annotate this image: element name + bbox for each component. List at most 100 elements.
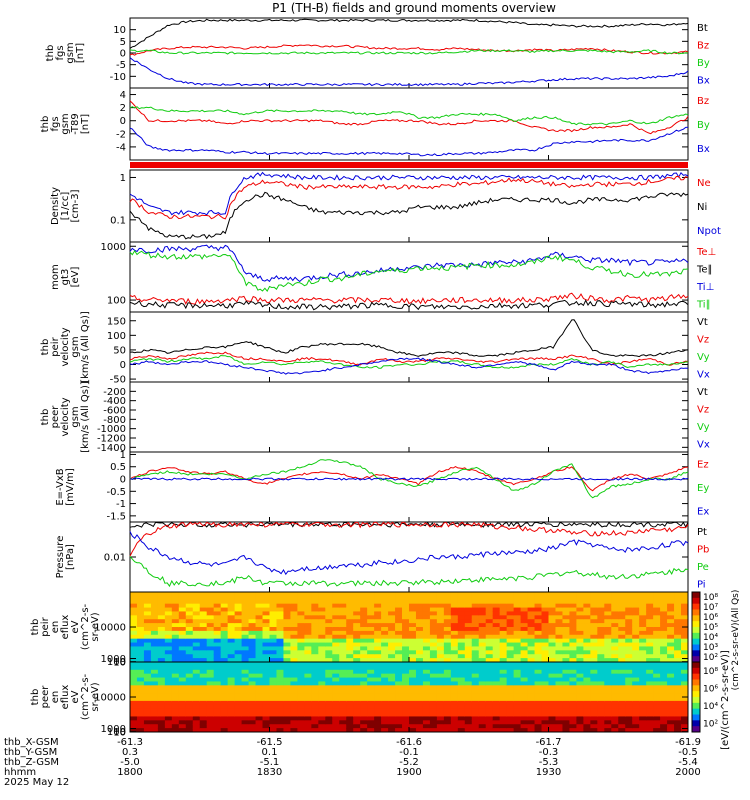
spectrogram-cell [674,603,682,609]
spectrogram-cell [199,607,208,613]
spectrogram-cell [395,716,403,721]
spectrogram-cell [227,654,236,659]
spectrogram-cell [374,658,382,662]
spectrogram-cell [681,693,688,698]
spectrogram-cell [318,704,326,710]
spectrogram-cell [639,627,647,632]
spectrogram-cell [618,677,626,683]
spectrogram-cell [443,673,452,679]
spectrogram-cell [199,630,208,636]
spectrogram-cell [604,700,612,706]
spectrogram-cell [206,685,215,690]
spectrogram-cell [178,689,187,694]
spectrogram-cell [450,665,459,671]
spectrogram-cell [548,704,557,710]
spectrogram-cell [325,658,333,662]
legend-Pe: Pe [697,562,709,573]
spectrogram-cell [436,627,445,632]
spectrogram-cell [632,607,640,613]
spectrogram-cell [374,669,382,675]
spectrogram-cell [569,595,577,601]
spectrogram-cell [157,650,166,655]
spectrogram-cell [450,627,459,632]
spectrogram-cell [297,611,305,616]
spectrogram-cell [290,708,298,714]
spectrogram-cell [346,720,354,725]
spectrogram-cell [318,716,326,721]
spectrogram-cell [227,685,236,690]
spectrogram-cell [632,654,640,659]
y-tick-label: -400 [103,396,126,407]
legend-Bz: Bz [697,96,709,107]
spectrogram-cell [422,592,431,597]
spectrogram-cell [395,720,403,725]
spectrogram-cell [597,595,605,601]
spectrogram-cell [269,634,278,640]
spectrogram-cell [374,623,382,628]
spectrogram-cell [422,662,431,667]
spectrogram-cell [130,677,138,683]
spectrogram-cell [339,693,347,698]
spectrogram-cell [513,673,522,679]
spectrogram-cell [667,704,675,710]
spectrogram-cell [206,592,215,597]
spectrogram-cell [681,689,688,694]
spectrogram-cell [520,689,529,694]
spectrogram-cell [576,669,584,675]
spectrogram-cell [206,669,215,675]
spectrogram-cell [367,685,375,690]
spectrogram-cell [611,720,619,725]
spectrogram-cell [646,611,654,616]
spectrogram-cell [290,650,298,655]
spectrogram-cell [639,673,647,679]
spectrogram-cell [422,716,431,721]
spectrogram-cell [450,607,459,613]
spectrogram-cell [618,662,626,667]
spectrogram-cell [234,599,243,605]
spectrogram-cell [227,611,236,616]
spectrogram-cell [499,669,508,675]
spectrogram-cell [464,634,473,640]
spectrogram-cell [611,658,619,662]
spectrogram-cell [130,646,138,651]
spectrogram-cell [318,654,326,659]
y-axis-label: [nT] [80,114,91,134]
spectrogram-cell [541,654,550,659]
spectrogram-cell [443,685,452,690]
spectrogram-cell [276,599,285,605]
spectrogram-cell [346,728,354,732]
spectrogram-cell [590,599,598,605]
x-axis-row-label: hhmm [4,767,36,778]
spectrogram-cell [450,673,459,679]
spectrogram-cell [429,728,438,732]
colorbar-cell [692,592,700,599]
spectrogram-cell [639,603,647,609]
spectrogram-cell [555,697,564,702]
spectrogram-cell [436,611,445,616]
spectrogram-cell [395,638,403,644]
spectrogram-cell [143,681,152,686]
spectrogram-cell [415,700,424,706]
spectrogram-cell [353,630,361,636]
spectrogram-cell [262,712,271,718]
spectrogram-cell [548,673,557,679]
spectrogram-cell [639,634,647,640]
spectrogram-cell [450,708,459,714]
x-axis-value: -5.1 [260,757,280,768]
spectrogram-cell [583,662,591,667]
spectrogram-cell [297,638,305,644]
spectrogram-cell [185,685,194,690]
spectrogram-cell [639,665,647,671]
spectrogram-cell [157,611,166,616]
spectrogram-cell [674,642,682,648]
spectrogram-cell [583,619,591,624]
spectrogram-cell [415,662,424,667]
spectrogram-cell [478,669,487,675]
spectrogram-cell [569,704,577,710]
spectrogram-cell [150,662,159,667]
spectrogram-cell [304,700,312,706]
spectrogram-cell [681,724,688,729]
spectrogram-cell [485,630,494,636]
spectrogram-cell [485,693,494,698]
spectrogram-cell [534,677,543,683]
